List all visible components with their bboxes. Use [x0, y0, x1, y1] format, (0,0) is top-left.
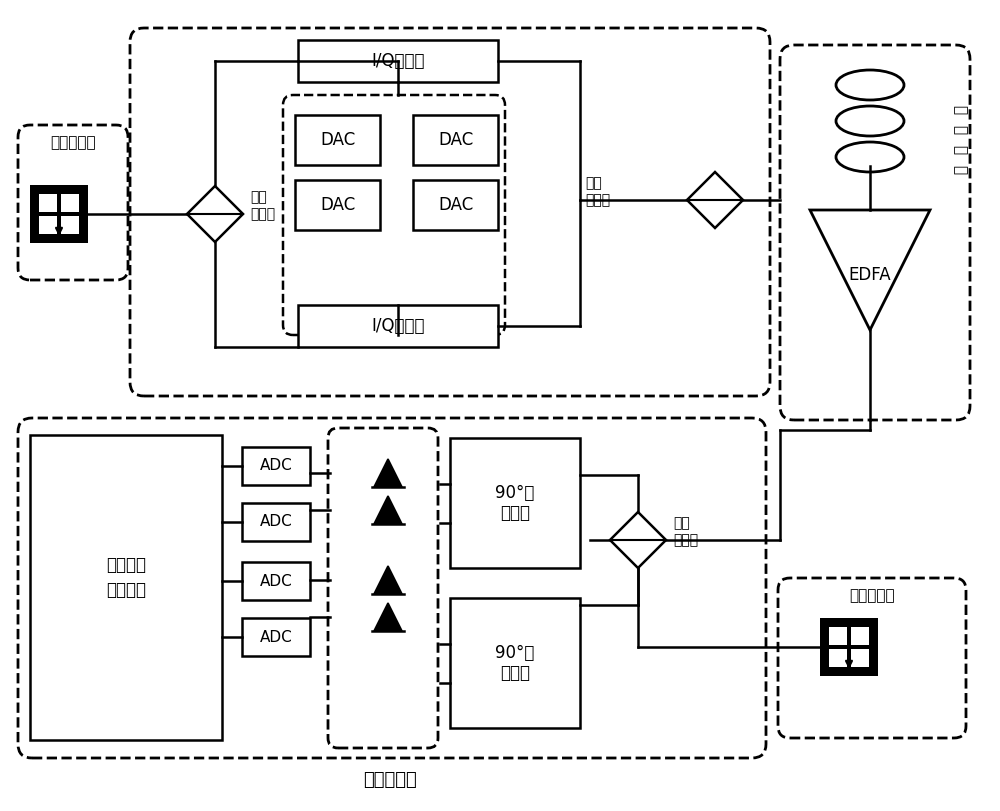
Text: 合束器: 合束器	[585, 193, 610, 207]
Text: 光: 光	[952, 105, 968, 114]
Text: 数字信号: 数字信号	[106, 556, 146, 574]
Bar	[30, 185, 88, 243]
Polygon shape	[687, 172, 743, 228]
Bar	[450, 438, 580, 568]
Bar	[413, 115, 498, 165]
Bar	[820, 618, 878, 676]
Bar	[242, 447, 310, 485]
Text: 路: 路	[952, 165, 968, 174]
Text: ADC: ADC	[260, 458, 292, 474]
FancyBboxPatch shape	[283, 95, 505, 335]
Bar	[829, 649, 847, 667]
Bar	[295, 115, 380, 165]
Text: 分束器: 分束器	[250, 207, 275, 221]
FancyBboxPatch shape	[18, 125, 128, 280]
Polygon shape	[810, 210, 930, 330]
Text: DAC: DAC	[320, 131, 355, 149]
Text: 纤: 纤	[952, 126, 968, 135]
FancyBboxPatch shape	[18, 418, 766, 758]
Bar	[61, 216, 79, 234]
Bar	[450, 598, 580, 728]
Text: ADC: ADC	[260, 514, 292, 530]
Bar	[242, 618, 310, 656]
Text: ADC: ADC	[260, 629, 292, 645]
Text: EDFA: EDFA	[849, 266, 891, 284]
Polygon shape	[374, 496, 402, 524]
Text: DAC: DAC	[438, 131, 473, 149]
Bar	[851, 627, 869, 645]
Text: 偏振: 偏振	[585, 176, 602, 190]
Text: ADC: ADC	[260, 573, 292, 589]
Bar	[298, 40, 498, 82]
Bar	[30, 435, 222, 740]
Polygon shape	[610, 512, 666, 568]
Text: I/Q调制器: I/Q调制器	[371, 317, 425, 335]
Bar	[242, 562, 310, 600]
Text: DAC: DAC	[320, 196, 355, 214]
Bar	[298, 305, 498, 347]
Ellipse shape	[836, 142, 904, 172]
Text: 发射激光器: 发射激光器	[50, 135, 96, 151]
FancyBboxPatch shape	[778, 578, 966, 738]
Text: 线: 线	[952, 145, 968, 155]
Text: 接收激光器: 接收激光器	[849, 589, 895, 603]
Ellipse shape	[836, 70, 904, 100]
Text: 90°光: 90°光	[495, 484, 535, 502]
Text: 偏振: 偏振	[673, 516, 690, 530]
Text: 90°光: 90°光	[495, 644, 535, 662]
Bar	[851, 649, 869, 667]
Bar	[295, 180, 380, 230]
Text: I/Q调制器: I/Q调制器	[371, 52, 425, 70]
Ellipse shape	[836, 106, 904, 136]
Polygon shape	[374, 603, 402, 631]
Text: 处理芯片: 处理芯片	[106, 581, 146, 599]
Bar	[39, 216, 57, 234]
Polygon shape	[187, 186, 243, 242]
FancyBboxPatch shape	[780, 45, 970, 420]
Bar	[413, 180, 498, 230]
Bar	[242, 503, 310, 541]
Text: 混频器: 混频器	[500, 504, 530, 522]
Bar	[829, 627, 847, 645]
Bar	[61, 194, 79, 212]
Bar	[39, 194, 57, 212]
FancyBboxPatch shape	[328, 428, 438, 748]
Text: DAC: DAC	[438, 196, 473, 214]
Text: 偏振: 偏振	[250, 190, 267, 204]
Text: 平衡探测器: 平衡探测器	[363, 771, 417, 789]
FancyBboxPatch shape	[130, 28, 770, 396]
Text: 分束器: 分束器	[673, 533, 698, 547]
Text: 混频器: 混频器	[500, 664, 530, 682]
Polygon shape	[374, 459, 402, 487]
Polygon shape	[374, 566, 402, 594]
